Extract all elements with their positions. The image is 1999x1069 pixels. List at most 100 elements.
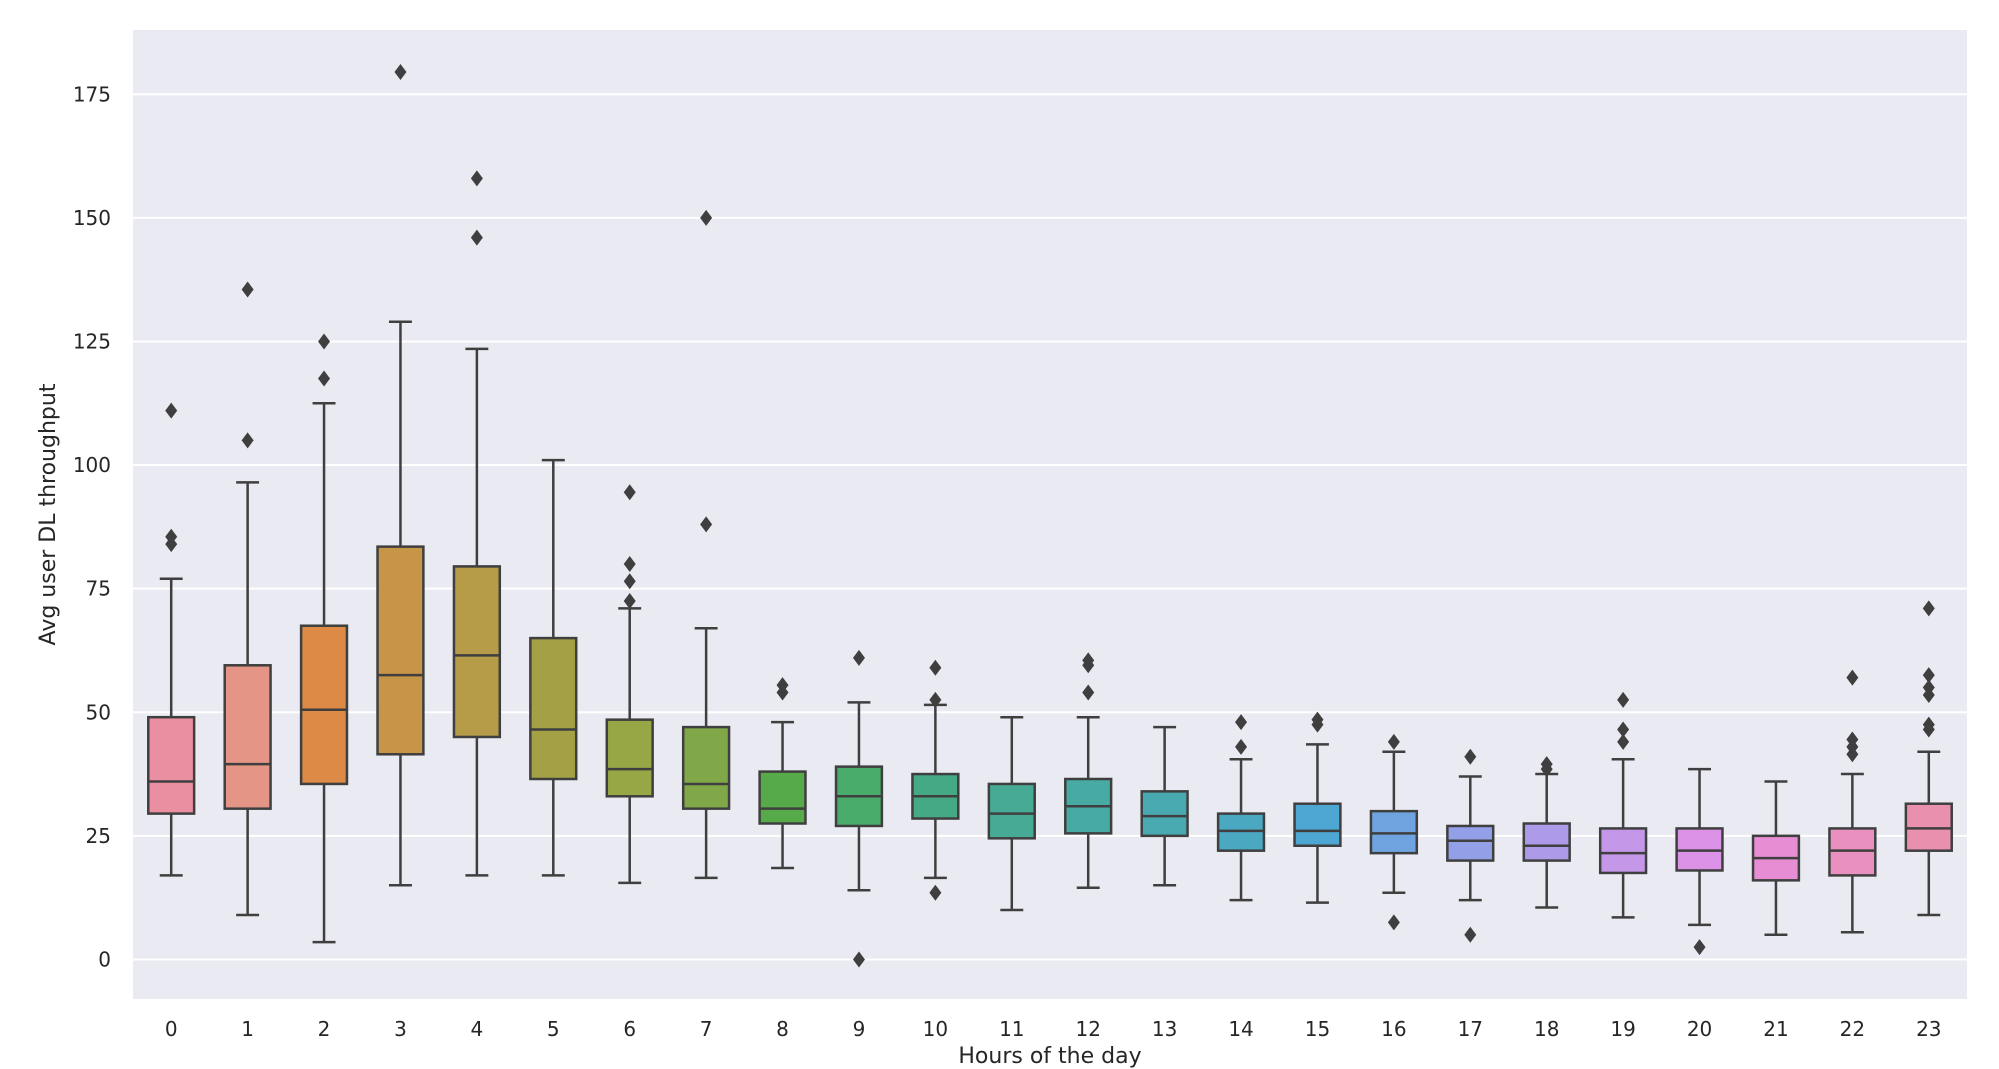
outlier-point: [1617, 733, 1630, 750]
iqr-box: [376, 545, 425, 756]
iqr-box: [529, 636, 578, 781]
x-tick-label: 10: [923, 1017, 948, 1041]
box-hour-1: [223, 281, 272, 917]
outlier-point: [1464, 748, 1477, 765]
x-tick-label: 12: [1075, 1017, 1100, 1041]
outlier-point: [241, 432, 254, 449]
outlier-point: [1082, 652, 1095, 669]
outlier-point: [165, 402, 178, 419]
outlier-point: [1846, 731, 1859, 748]
iqr-box: [758, 770, 807, 825]
x-tick-label: 16: [1381, 1017, 1406, 1041]
iqr-box: [1446, 824, 1495, 862]
outlier-point: [1464, 926, 1477, 943]
outlier-point: [623, 593, 636, 610]
outlier-point: [1922, 600, 1935, 617]
outlier-point: [1235, 738, 1248, 755]
y-tick-label: 25: [86, 824, 111, 848]
box-hour-20: [1675, 767, 1724, 956]
x-tick-label: 20: [1687, 1017, 1712, 1041]
x-tick-label: 2: [318, 1017, 331, 1041]
box-hour-13: [1140, 725, 1189, 887]
box-hour-21: [1751, 780, 1801, 936]
box-hour-9: [834, 649, 884, 968]
x-tick-label: 14: [1228, 1017, 1253, 1041]
iqr-box: [605, 718, 654, 798]
x-axis-label: Hours of the day: [958, 1044, 1141, 1069]
x-tick-label: 15: [1305, 1017, 1330, 1041]
box-hour-7: [681, 209, 731, 880]
box-hour-6: [605, 484, 654, 885]
x-tick-label: 23: [1916, 1017, 1941, 1041]
box-hour-4: [452, 170, 502, 877]
box-hour-2: [299, 333, 349, 944]
x-tick-label: 19: [1610, 1017, 1635, 1041]
outlier-point: [1311, 711, 1324, 728]
outlier-point: [623, 573, 636, 590]
box-hour-23: [1904, 600, 1953, 917]
box-hour-16: [1369, 733, 1419, 931]
outlier-point: [470, 170, 483, 187]
box-hour-5: [529, 458, 578, 877]
outlier-point: [470, 229, 483, 246]
iqr-box: [987, 782, 1036, 840]
x-tick-label: 9: [853, 1017, 866, 1041]
iqr-box: [299, 624, 349, 786]
y-tick-label: 0: [98, 947, 111, 971]
x-tick-label: 22: [1840, 1017, 1865, 1041]
outlier-point: [318, 370, 331, 387]
x-tick-label: 21: [1763, 1017, 1788, 1041]
outlier-point: [852, 649, 865, 666]
outlier-point: [852, 951, 865, 968]
x-tick-label: 1: [241, 1017, 254, 1041]
outlier-point: [700, 516, 713, 533]
iqr-box: [147, 715, 196, 815]
outlier-point: [241, 281, 254, 298]
box-hour-10: [911, 659, 960, 901]
outlier-point: [1387, 914, 1400, 931]
box-hour-15: [1293, 711, 1342, 904]
outlier-point: [700, 209, 713, 226]
box-hour-17: [1446, 748, 1495, 943]
x-tick-label: 4: [471, 1017, 484, 1041]
plot-background: [133, 30, 1967, 999]
x-tick-label: 0: [165, 1017, 178, 1041]
gridlines: [133, 93, 1967, 961]
outlier-point: [318, 333, 331, 350]
x-tick-label: 11: [999, 1017, 1024, 1041]
y-tick-label: 75: [86, 577, 111, 601]
y-tick-label: 125: [73, 329, 111, 353]
box-hour-19: [1598, 691, 1648, 919]
iqr-box: [452, 565, 502, 739]
box-hour-14: [1216, 714, 1266, 902]
box-hour-18: [1522, 756, 1571, 909]
iqr-box: [1522, 822, 1571, 862]
outlier-point: [1387, 733, 1400, 750]
iqr-box: [1293, 802, 1342, 847]
iqr-box: [1598, 827, 1648, 875]
outlier-point: [1922, 679, 1935, 696]
boxes: [147, 64, 1953, 968]
outlier-point: [1082, 684, 1095, 701]
x-tick-label: 5: [547, 1017, 560, 1041]
outlier-point: [623, 484, 636, 501]
x-tick-label: 18: [1534, 1017, 1559, 1041]
x-tick-label: 7: [700, 1017, 713, 1041]
outlier-point: [929, 691, 942, 708]
outlier-point: [394, 64, 407, 81]
outlier-point: [929, 884, 942, 901]
outlier-point: [1617, 721, 1630, 738]
iqr-box: [1140, 790, 1189, 838]
y-axis-label: Avg user DL throughput: [36, 383, 61, 645]
y-tick-label: 175: [73, 82, 111, 106]
box-hour-3: [376, 64, 425, 887]
y-tick-label: 100: [73, 453, 111, 477]
outlier-point: [1846, 669, 1859, 686]
iqr-box: [223, 664, 272, 810]
box-hour-12: [1064, 652, 1113, 890]
x-tick-label: 6: [623, 1017, 636, 1041]
x-tick-label: 17: [1458, 1017, 1483, 1041]
x-tick-label: 3: [394, 1017, 407, 1041]
